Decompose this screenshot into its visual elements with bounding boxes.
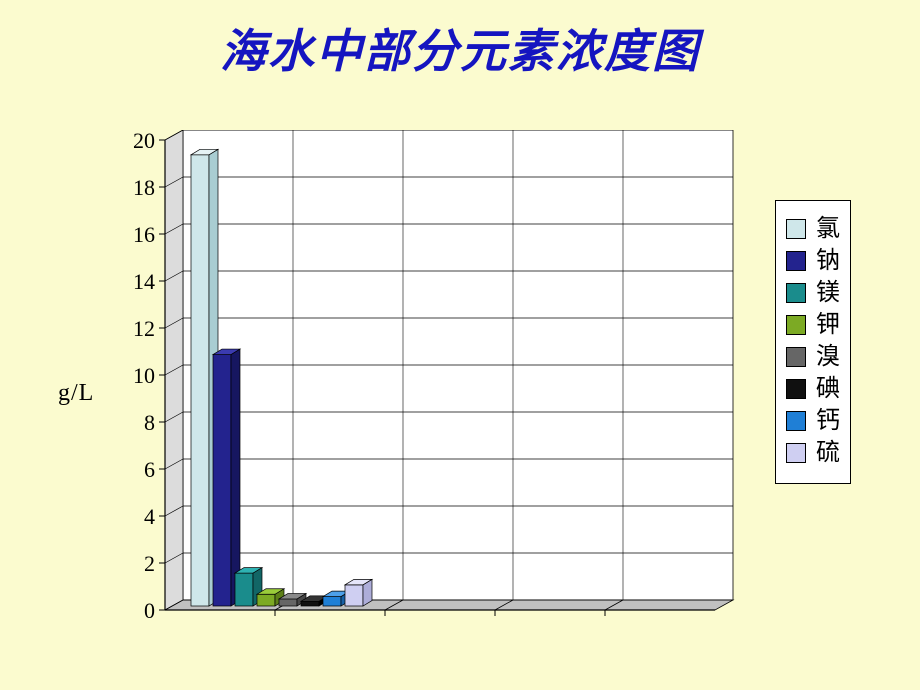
legend-swatch xyxy=(786,219,806,239)
y-tick-label: 20 xyxy=(133,130,155,153)
y-tick-label: 18 xyxy=(133,175,155,200)
bar-front xyxy=(235,573,253,606)
legend: 氯钠镁钾溴碘钙硫 xyxy=(775,200,851,484)
legend-swatch xyxy=(786,347,806,367)
bar-front xyxy=(345,585,363,606)
legend-item: 硫 xyxy=(786,441,840,465)
bar-side xyxy=(231,349,240,606)
y-tick-label: 6 xyxy=(144,457,155,482)
legend-swatch xyxy=(786,315,806,335)
y-axis-label: g/L xyxy=(58,380,94,407)
y-tick-label: 8 xyxy=(144,410,155,435)
bar-front xyxy=(257,594,275,606)
legend-label: 溴 xyxy=(816,345,840,369)
y-tick-label: 4 xyxy=(144,504,155,529)
bar-chart: 0 2 4 6 8 10 12 14 16 18 20 xyxy=(120,130,760,660)
legend-label: 钠 xyxy=(816,249,840,273)
bar-front xyxy=(323,597,341,606)
chart-title: 海水中部分元素浓度图 xyxy=(0,0,920,91)
legend-label: 碘 xyxy=(816,377,840,401)
legend-label: 钙 xyxy=(816,409,840,433)
legend-item: 镁 xyxy=(786,281,840,305)
legend-item: 钠 xyxy=(786,249,840,273)
legend-swatch xyxy=(786,283,806,303)
bar-front xyxy=(279,599,297,606)
legend-swatch xyxy=(786,411,806,431)
y-tick-label: 2 xyxy=(144,551,155,576)
bar-front xyxy=(213,355,231,606)
y-tick-label: 0 xyxy=(144,598,155,623)
legend-item: 氯 xyxy=(786,217,840,241)
legend-item: 溴 xyxy=(786,345,840,369)
legend-item: 碘 xyxy=(786,377,840,401)
chart-container: g/L 02468101214161820 氯钠镁钾溴碘钙硫 xyxy=(120,130,900,660)
legend-item: 钾 xyxy=(786,313,840,337)
legend-label: 硫 xyxy=(816,441,840,465)
legend-label: 钾 xyxy=(816,313,840,337)
y-tick-label: 14 xyxy=(133,269,155,294)
y-tick-label: 12 xyxy=(133,316,155,341)
legend-label: 镁 xyxy=(816,281,840,305)
legend-swatch xyxy=(786,379,806,399)
legend-swatch xyxy=(786,443,806,463)
y-tick-label: 16 xyxy=(133,222,155,247)
legend-swatch xyxy=(786,251,806,271)
y-tick-label: 10 xyxy=(133,363,155,388)
legend-item: 钙 xyxy=(786,409,840,433)
legend-label: 氯 xyxy=(816,217,840,241)
bar-front xyxy=(191,155,209,606)
bar-front xyxy=(301,601,319,606)
